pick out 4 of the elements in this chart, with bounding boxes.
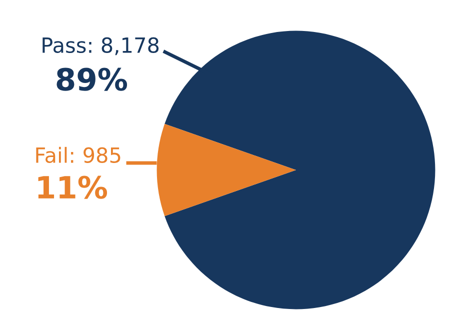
slice-label: Pass: 8,178 [42, 37, 159, 56]
slice-label: Fail: 985 [36, 146, 120, 164]
text: 11% [38, 176, 108, 199]
text: 89% [56, 68, 128, 91]
